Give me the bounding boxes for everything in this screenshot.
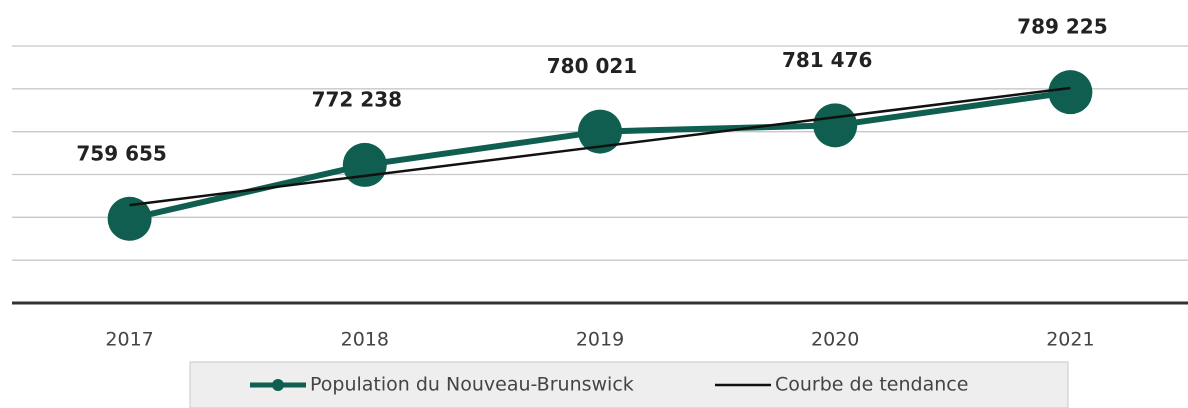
x-tick-label: 2020	[811, 329, 859, 351]
data-point	[578, 109, 622, 154]
x-tick-label: 2019	[576, 329, 624, 351]
data-point	[107, 196, 152, 241]
data-label: 789 225	[1017, 15, 1107, 39]
data-point	[1048, 70, 1093, 115]
trend-line	[129, 86, 1071, 207]
data-label: 772 238	[312, 87, 402, 111]
legend-box	[189, 361, 1069, 408]
legend-label: Courbe de tendance	[775, 374, 968, 396]
x-tick-label: 2018	[341, 329, 389, 351]
data-label: 781 476	[782, 48, 872, 72]
data-label: 780 021	[547, 54, 637, 78]
legend-marker	[272, 379, 284, 391]
data-point	[813, 103, 858, 148]
x-tick-label: 2017	[105, 329, 153, 351]
x-tick-label: 2021	[1046, 329, 1094, 351]
data-label: 759 655	[76, 141, 166, 165]
legend-label: Population du Nouveau-Brunswick	[310, 374, 634, 396]
data-point	[342, 142, 387, 187]
